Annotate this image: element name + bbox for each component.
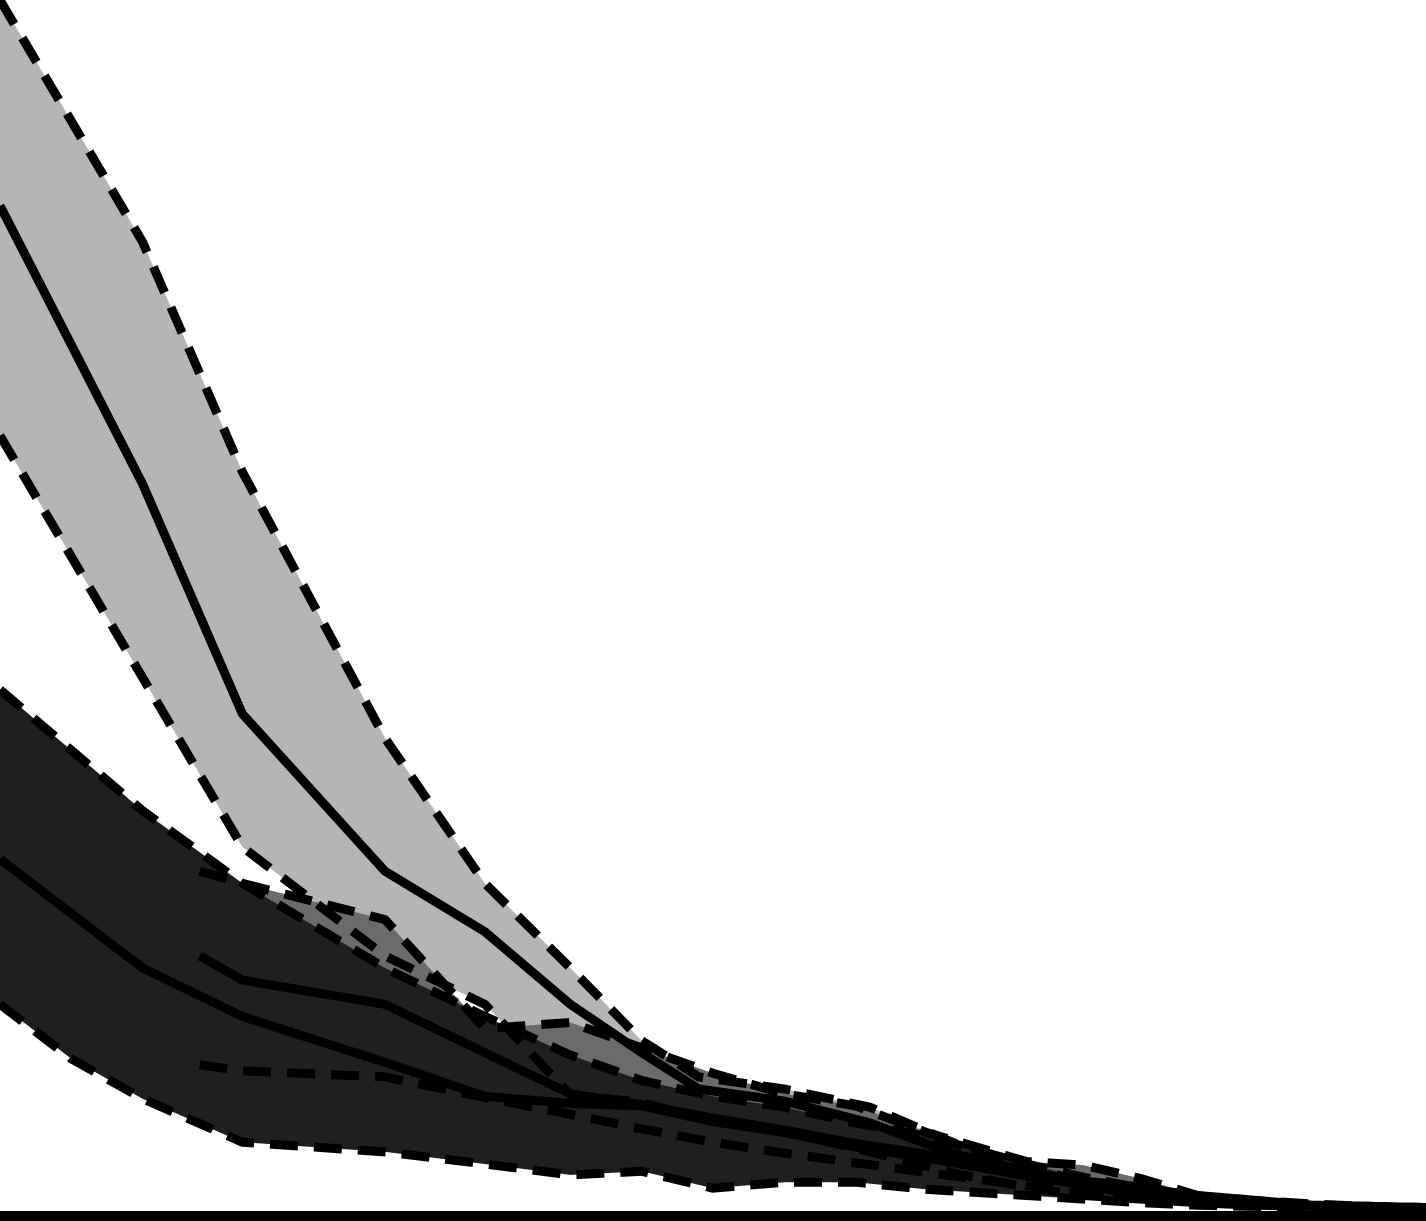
lower-bound-line-3: [0, 1000, 1426, 1214]
mean-line-3: [0, 855, 1426, 1213]
